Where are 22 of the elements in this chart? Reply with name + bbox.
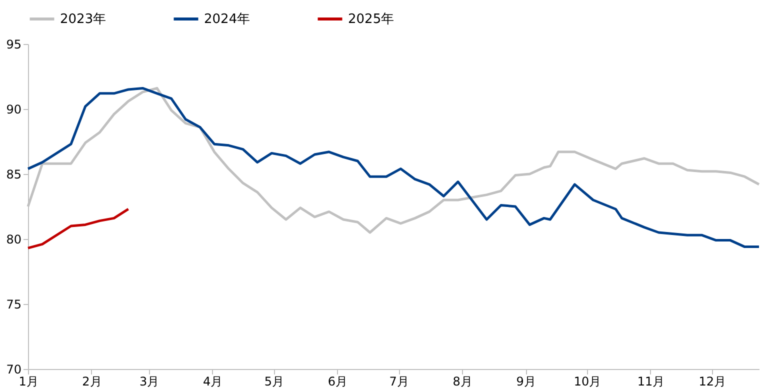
- legend-label: 2024年: [204, 12, 250, 27]
- x-tick-label: 11月: [637, 374, 665, 388]
- y-tick-label: 70: [6, 362, 22, 376]
- x-tick-label: 7月: [389, 374, 409, 388]
- x-tick-label: 1月: [18, 374, 38, 388]
- x-tick-label: 4月: [202, 374, 223, 388]
- x-tick-label: 5月: [264, 374, 284, 388]
- y-tick-label: 90: [6, 102, 22, 116]
- legend-label: 2025年: [348, 12, 394, 27]
- x-tick-label: 6月: [328, 374, 348, 388]
- y-tick-label: 80: [6, 232, 22, 246]
- x-tick-label: 2月: [82, 374, 102, 388]
- x-tick-label: 8月: [452, 374, 472, 388]
- y-tick-label: 85: [6, 168, 22, 182]
- line-series: [26, 208, 130, 250]
- x-tick-label: 3月: [139, 374, 160, 388]
- x-tick-label: 10月: [574, 374, 602, 388]
- x-tick-label: 12月: [698, 374, 726, 388]
- x-tick-label: 9月: [516, 374, 536, 388]
- legend-label: 2023年: [60, 12, 106, 27]
- y-tick-label: 75: [6, 298, 22, 312]
- y-tick-label: 95: [6, 38, 22, 52]
